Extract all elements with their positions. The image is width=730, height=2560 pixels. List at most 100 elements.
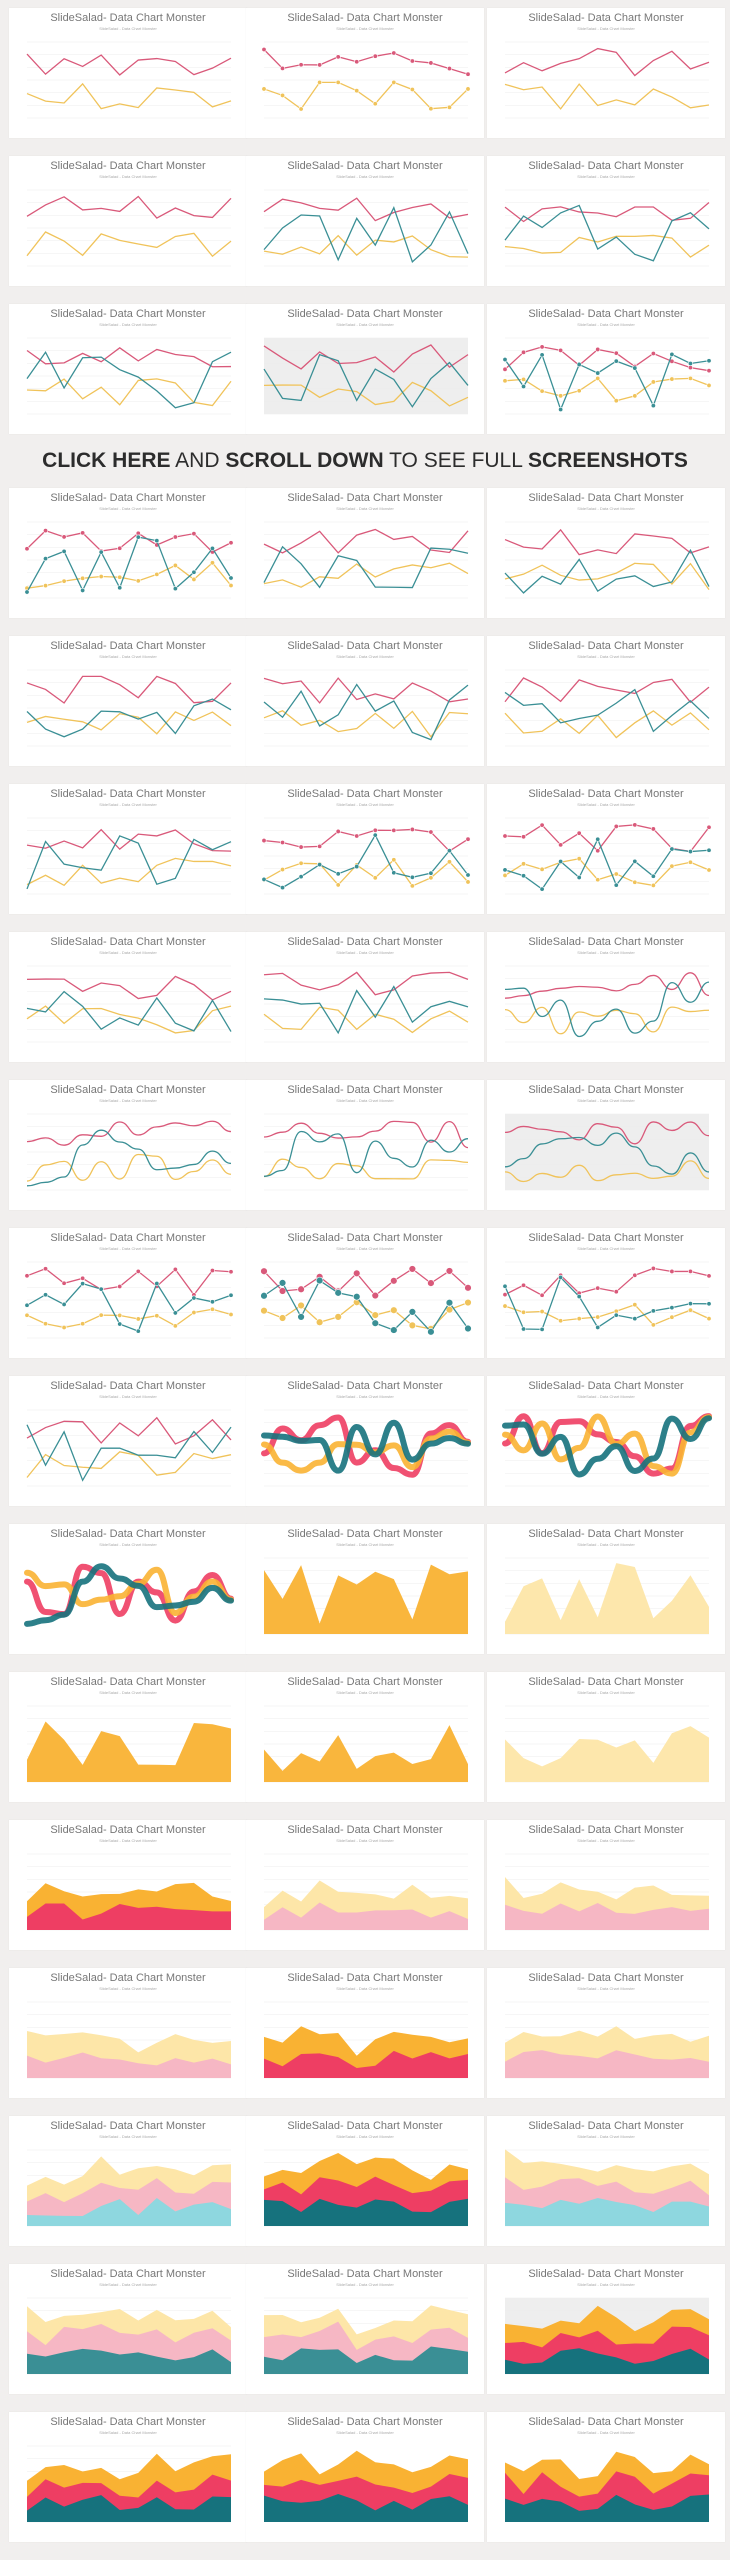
chart-subtitle: SlideSalad - Data Chart Monster <box>577 1690 635 1695</box>
chart-thumbnail[interactable]: SlideSalad- Data Chart Monster SlideSalad… <box>246 932 484 1062</box>
chart-thumbnail[interactable]: SlideSalad- Data Chart Monster SlideSalad… <box>487 1968 725 2098</box>
chart-thumbnail-graphic <box>264 2149 468 2227</box>
chart-title: SlideSalad- Data Chart Monster <box>528 308 684 320</box>
chart-subtitle: SlideSalad - Data Chart Monster <box>99 950 157 955</box>
chart-thumbnail-graphic <box>24 521 234 599</box>
chart-subtitle: SlideSalad - Data Chart Monster <box>99 1690 157 1695</box>
chart-subtitle: SlideSalad - Data Chart Monster <box>336 1690 394 1695</box>
chart-thumbnail[interactable]: SlideSalad- Data Chart Monster SlideSalad… <box>487 1672 725 1802</box>
chart-thumbnail-graphic <box>505 2297 709 2375</box>
chart-thumbnail[interactable]: SlideSalad- Data Chart Monster SlideSalad… <box>487 156 725 286</box>
chart-subtitle: SlideSalad - Data Chart Monster <box>577 322 635 327</box>
chart-title: SlideSalad- Data Chart Monster <box>50 936 206 948</box>
chart-thumbnail[interactable]: SlideSalad- Data Chart Monster SlideSalad… <box>246 784 484 914</box>
chart-subtitle: SlideSalad - Data Chart Monster <box>577 1542 635 1547</box>
chart-thumbnail[interactable]: SlideSalad- Data Chart Monster SlideSalad… <box>9 932 247 1062</box>
chart-thumbnail[interactable]: SlideSalad- Data Chart Monster SlideSalad… <box>9 304 247 434</box>
chart-thumbnail[interactable]: SlideSalad- Data Chart Monster SlideSalad… <box>246 1672 484 1802</box>
chart-subtitle: SlideSalad - Data Chart Monster <box>577 1098 635 1103</box>
chart-thumbnail-graphic <box>24 1261 234 1339</box>
chart-title: SlideSalad- Data Chart Monster <box>287 12 443 24</box>
chart-title: SlideSalad- Data Chart Monster <box>50 1084 206 1096</box>
scroll-banner[interactable]: CLICK HERE AND SCROLL DOWN TO SEE FULL S… <box>0 436 730 486</box>
chart-thumbnail[interactable]: SlideSalad- Data Chart Monster SlideSalad… <box>9 1672 247 1802</box>
chart-subtitle: SlideSalad - Data Chart Monster <box>99 2430 157 2435</box>
chart-subtitle: SlideSalad - Data Chart Monster <box>336 654 394 659</box>
chart-thumbnail[interactable]: SlideSalad- Data Chart Monster SlideSalad… <box>487 2412 725 2542</box>
chart-thumbnail[interactable]: SlideSalad- Data Chart Monster SlideSalad… <box>246 156 484 286</box>
chart-thumbnail-graphic <box>26 965 232 1043</box>
banner-to-see: TO SEE FULL <box>383 449 528 472</box>
chart-thumbnail[interactable]: SlideSalad- Data Chart Monster SlideSalad… <box>9 1228 247 1358</box>
chart-thumbnail[interactable]: SlideSalad- Data Chart Monster SlideSalad… <box>246 1524 484 1654</box>
chart-subtitle: SlideSalad - Data Chart Monster <box>336 1246 394 1251</box>
chart-thumbnail[interactable]: SlideSalad- Data Chart Monster SlideSalad… <box>487 1524 725 1654</box>
chart-title: SlideSalad- Data Chart Monster <box>50 308 206 320</box>
chart-title: SlideSalad- Data Chart Monster <box>528 2120 684 2132</box>
chart-thumbnail[interactable]: SlideSalad- Data Chart Monster SlideSalad… <box>246 488 484 618</box>
chart-thumbnail[interactable]: SlideSalad- Data Chart Monster SlideSalad… <box>9 2116 247 2246</box>
chart-subtitle: SlideSalad - Data Chart Monster <box>577 2282 635 2287</box>
chart-thumbnail[interactable]: SlideSalad- Data Chart Monster SlideSalad… <box>9 2264 247 2394</box>
chart-subtitle: SlideSalad - Data Chart Monster <box>99 1542 157 1547</box>
chart-thumbnail[interactable]: SlideSalad- Data Chart Monster SlideSalad… <box>246 1820 484 1950</box>
chart-thumbnail[interactable]: SlideSalad- Data Chart Monster SlideSalad… <box>487 932 725 1062</box>
chart-title: SlideSalad- Data Chart Monster <box>528 2416 684 2428</box>
chart-thumbnail-graphic <box>502 337 712 415</box>
chart-thumbnail[interactable]: SlideSalad- Data Chart Monster SlideSalad… <box>487 1376 725 1506</box>
chart-thumbnail[interactable]: SlideSalad- Data Chart Monster SlideSalad… <box>9 636 247 766</box>
chart-subtitle: SlideSalad - Data Chart Monster <box>336 322 394 327</box>
chart-thumbnail-graphic <box>505 1557 709 1635</box>
chart-thumbnail[interactable]: SlideSalad- Data Chart Monster SlideSalad… <box>487 1820 725 1950</box>
chart-title: SlideSalad- Data Chart Monster <box>287 160 443 172</box>
chart-thumbnail[interactable]: SlideSalad- Data Chart Monster SlideSalad… <box>246 2264 484 2394</box>
chart-thumbnail[interactable]: SlideSalad- Data Chart Monster SlideSalad… <box>9 488 247 618</box>
chart-thumbnail[interactable]: SlideSalad- Data Chart Monster SlideSalad… <box>246 1376 484 1506</box>
chart-thumbnail[interactable]: SlideSalad- Data Chart Monster SlideSalad… <box>246 1228 484 1358</box>
chart-title: SlideSalad- Data Chart Monster <box>287 936 443 948</box>
chart-thumbnail[interactable]: SlideSalad- Data Chart Monster SlideSalad… <box>9 2412 247 2542</box>
chart-thumbnail[interactable]: SlideSalad- Data Chart Monster SlideSalad… <box>487 636 725 766</box>
chart-thumbnail[interactable]: SlideSalad- Data Chart Monster SlideSalad… <box>9 1080 247 1210</box>
chart-subtitle: SlideSalad - Data Chart Monster <box>336 1838 394 1843</box>
chart-subtitle: SlideSalad - Data Chart Monster <box>336 2282 394 2287</box>
chart-subtitle: SlideSalad - Data Chart Monster <box>336 26 394 31</box>
chart-thumbnail[interactable]: SlideSalad- Data Chart Monster SlideSalad… <box>487 1080 725 1210</box>
chart-thumbnail[interactable]: SlideSalad- Data Chart Monster SlideSalad… <box>246 1080 484 1210</box>
chart-thumbnail[interactable]: SlideSalad- Data Chart Monster SlideSalad… <box>246 304 484 434</box>
chart-thumbnail[interactable]: SlideSalad- Data Chart Monster SlideSalad… <box>9 1376 247 1506</box>
chart-subtitle: SlideSalad - Data Chart Monster <box>99 506 157 511</box>
chart-title: SlideSalad- Data Chart Monster <box>528 160 684 172</box>
chart-thumbnail-graphic <box>264 2001 468 2079</box>
chart-thumbnail[interactable]: SlideSalad- Data Chart Monster SlideSalad… <box>487 1228 725 1358</box>
chart-thumbnail-graphic <box>26 1409 232 1487</box>
chart-title: SlideSalad- Data Chart Monster <box>287 492 443 504</box>
chart-title: SlideSalad- Data Chart Monster <box>528 1380 684 1392</box>
chart-thumbnail[interactable]: SlideSalad- Data Chart Monster SlideSalad… <box>9 1524 247 1654</box>
chart-thumbnail[interactable]: SlideSalad- Data Chart Monster SlideSalad… <box>246 1968 484 2098</box>
chart-thumbnail[interactable]: SlideSalad- Data Chart Monster SlideSalad… <box>246 8 484 138</box>
chart-thumbnail[interactable]: SlideSalad- Data Chart Monster SlideSalad… <box>246 636 484 766</box>
chart-thumbnail[interactable]: SlideSalad- Data Chart Monster SlideSalad… <box>9 1820 247 1950</box>
chart-thumbnail-graphic <box>27 2297 231 2375</box>
chart-thumbnail-graphic <box>504 521 710 599</box>
chart-thumbnail[interactable]: SlideSalad- Data Chart Monster SlideSalad… <box>487 2264 725 2394</box>
chart-thumbnail[interactable]: SlideSalad- Data Chart Monster SlideSalad… <box>9 8 247 138</box>
chart-thumbnail[interactable]: SlideSalad- Data Chart Monster SlideSalad… <box>246 2116 484 2246</box>
chart-subtitle: SlideSalad - Data Chart Monster <box>577 174 635 179</box>
chart-title: SlideSalad- Data Chart Monster <box>50 1380 206 1392</box>
chart-thumbnail[interactable]: SlideSalad- Data Chart Monster SlideSalad… <box>487 8 725 138</box>
chart-thumbnail[interactable]: SlideSalad- Data Chart Monster SlideSalad… <box>487 784 725 914</box>
chart-thumbnail[interactable]: SlideSalad- Data Chart Monster SlideSalad… <box>487 2116 725 2246</box>
chart-subtitle: SlideSalad - Data Chart Monster <box>99 2282 157 2287</box>
chart-title: SlideSalad- Data Chart Monster <box>50 640 206 652</box>
chart-thumbnail-graphic <box>505 2149 709 2227</box>
chart-title: SlideSalad- Data Chart Monster <box>287 1824 443 1836</box>
chart-thumbnail[interactable]: SlideSalad- Data Chart Monster SlideSalad… <box>487 304 725 434</box>
chart-thumbnail[interactable]: SlideSalad- Data Chart Monster SlideSalad… <box>487 488 725 618</box>
chart-thumbnail[interactable]: SlideSalad- Data Chart Monster SlideSalad… <box>9 156 247 286</box>
chart-thumbnail[interactable]: SlideSalad- Data Chart Monster SlideSalad… <box>246 2412 484 2542</box>
chart-thumbnail[interactable]: SlideSalad- Data Chart Monster SlideSalad… <box>9 784 247 914</box>
chart-thumbnail-graphic <box>502 1261 712 1339</box>
chart-thumbnail[interactable]: SlideSalad- Data Chart Monster SlideSalad… <box>9 1968 247 2098</box>
